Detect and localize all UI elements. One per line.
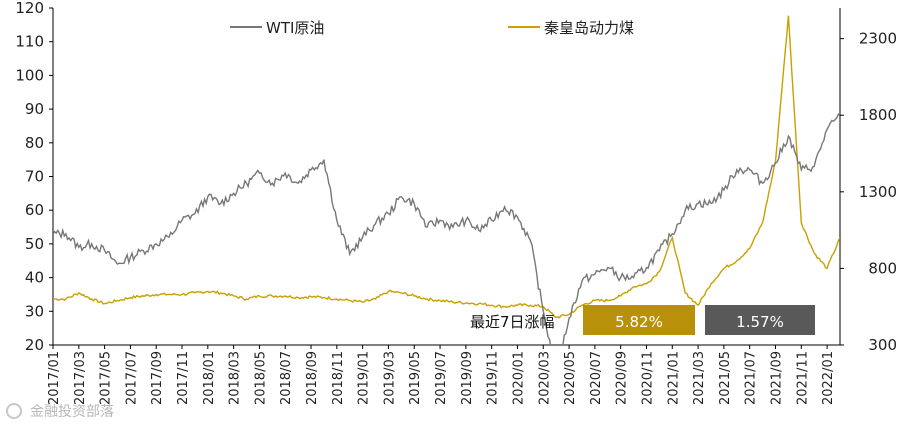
- x-tick-label: 2021/09: [769, 351, 784, 405]
- legend-wti-label: WTI原油: [266, 19, 324, 37]
- y-left-tick-label: 90: [25, 100, 44, 118]
- y-left-tick-label: 50: [25, 235, 44, 253]
- legend-coal-label: 秦皇岛动力煤: [544, 19, 634, 37]
- watermark: 金融投资部落: [6, 403, 114, 420]
- x-tick-label: 2019/07: [434, 351, 449, 405]
- x-tick-label: 2017/11: [176, 351, 191, 405]
- x-tick-label: 2020/09: [615, 351, 630, 405]
- x-tick-label: 2017/09: [150, 351, 165, 405]
- x-tick-label: 2020/01: [511, 351, 526, 405]
- y-right-tick-label: 800: [868, 259, 897, 277]
- x-tick-label: 2019/09: [460, 351, 475, 405]
- x-tick-label: 2017/05: [99, 351, 114, 405]
- x-tick-label: 2019/11: [486, 351, 501, 405]
- y-right-tick-label: 1800: [859, 106, 897, 124]
- y-left-tick-label: 60: [25, 201, 44, 219]
- y-right-tick-label: 1300: [859, 183, 897, 201]
- annotation-label: 最近7日涨幅: [470, 313, 555, 331]
- watermark-text: 金融投资部落: [30, 404, 114, 420]
- x-tick-label: 2021/11: [795, 351, 810, 405]
- x-tick-label: 2020/03: [537, 351, 552, 405]
- x-tick-label: 2021/05: [718, 351, 733, 405]
- y-left-ticks: 20 30 40 50 60 70 80 90 100 110 120: [15, 0, 53, 354]
- wti-change-box: [705, 305, 815, 335]
- x-tick-label: 2017/03: [73, 351, 88, 405]
- x-tick-label: 2018/11: [331, 351, 346, 405]
- watermark-logo-icon: [6, 403, 22, 419]
- series-wti-line: [53, 112, 840, 345]
- x-tick-label: 2021/03: [692, 351, 707, 405]
- coal-change-box: [583, 305, 695, 335]
- x-tick-label: 2021/07: [744, 351, 759, 405]
- y-left-tick-label: 40: [25, 269, 44, 287]
- x-tick-label: 2018/03: [228, 351, 243, 405]
- x-tick-label: 2021/01: [666, 351, 681, 405]
- x-tick-label: 2020/11: [640, 351, 655, 405]
- x-tick-label: 2018/07: [279, 351, 294, 405]
- x-ticks: 2017/01 2017/03 2017/05 2017/07 2017/09 2017/…: [47, 345, 836, 405]
- x-tick-label: 2019/03: [382, 351, 397, 405]
- x-tick-label: 2020/05: [563, 351, 578, 405]
- x-tick-label: 2017/07: [124, 351, 139, 405]
- wti-change-value: 1.57%: [736, 313, 784, 331]
- series-wti-path: [53, 112, 840, 345]
- x-tick-label: 2019/05: [408, 351, 423, 405]
- x-tick-label: 2022/01: [821, 351, 836, 405]
- series-coal-line: [53, 15, 840, 319]
- legend: WTI原油 秦皇岛动力煤: [230, 19, 634, 37]
- y-right-tick-label: 300: [868, 336, 897, 354]
- y-left-tick-label: 70: [25, 168, 44, 186]
- x-tick-label: 2020/07: [589, 351, 604, 405]
- y-left-tick-label: 30: [25, 302, 44, 320]
- x-tick-label: 2017/01: [47, 351, 62, 405]
- x-tick-label: 2018/05: [253, 351, 268, 405]
- y-left-tick-label: 120: [15, 0, 44, 17]
- y-left-tick-label: 80: [25, 134, 44, 152]
- y-left-tick-label: 100: [15, 66, 44, 84]
- coal-change-value: 5.82%: [615, 313, 663, 331]
- change-annotation: 最近7日涨幅 5.82% 1.57%: [470, 305, 815, 335]
- x-tick-label: 2019/01: [357, 351, 372, 405]
- y-left-tick-label: 110: [15, 33, 44, 51]
- x-tick-label: 2018/09: [305, 351, 320, 405]
- y-left-tick-label: 20: [25, 336, 44, 354]
- y-right-tick-label: 2300: [859, 30, 897, 48]
- series-coal-path: [53, 15, 840, 319]
- x-tick-label: 2018/01: [202, 351, 217, 405]
- y-right-ticks: 300 800 1300 1800 2300: [840, 30, 897, 354]
